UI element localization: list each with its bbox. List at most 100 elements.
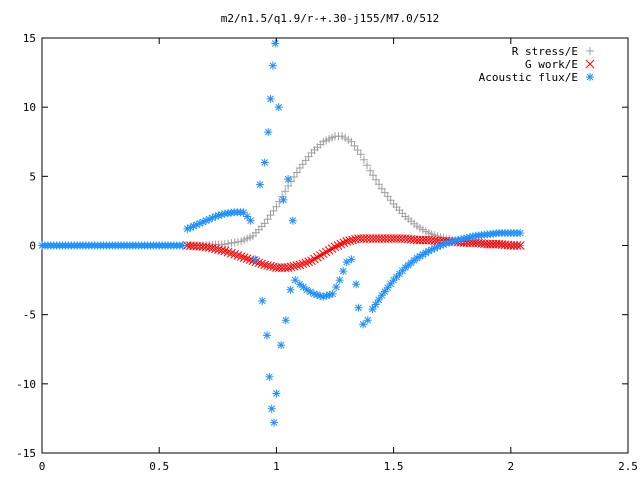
data-point: [342, 236, 352, 246]
data-point: [374, 295, 383, 304]
series-0: [183, 132, 525, 250]
legend-marker: [586, 47, 594, 55]
data-point: [224, 239, 233, 248]
data-point: [189, 222, 198, 231]
data-point: [359, 320, 368, 329]
y-tick-label: 5: [29, 170, 36, 183]
data-point: [319, 292, 328, 301]
data-point: [283, 263, 293, 272]
data-point: [359, 155, 368, 164]
x-tick-label: 2.5: [618, 460, 638, 473]
data-point: [217, 245, 227, 255]
data-point: [260, 158, 269, 167]
data-point: [220, 246, 230, 256]
data-point: [383, 283, 392, 292]
data-point: [377, 291, 386, 300]
data-point: [295, 280, 304, 289]
data-point: [217, 210, 226, 219]
data-point: [269, 206, 278, 215]
data-point: [439, 240, 448, 249]
data-point: [436, 241, 445, 250]
data-point: [266, 94, 275, 103]
data-point: [336, 239, 346, 249]
data-point: [227, 248, 236, 258]
data-point: [415, 252, 424, 261]
data-point: [421, 248, 430, 257]
data-point: [316, 291, 325, 300]
data-point: [389, 276, 398, 285]
data-point: [459, 234, 468, 243]
data-point: [516, 229, 525, 238]
data-point: [512, 241, 522, 250]
data-point: [352, 280, 361, 289]
series-2: [38, 39, 525, 427]
data-point: [413, 253, 422, 262]
data-point: [292, 261, 302, 270]
data-point: [430, 244, 439, 253]
data-point: [332, 283, 341, 291]
data-point: [260, 260, 270, 270]
data-point: [301, 258, 311, 268]
data-point: [268, 61, 277, 70]
data-point: [424, 247, 433, 256]
data-point: [260, 219, 269, 228]
x-tick-label: 2: [507, 460, 514, 473]
x-tick-label: 1: [273, 460, 280, 473]
data-point: [239, 253, 249, 262]
data-point: [270, 418, 279, 427]
data-point: [233, 251, 243, 260]
data-point: [265, 372, 274, 381]
data-point: [369, 171, 378, 180]
data-point: [506, 241, 516, 250]
y-tick-label: 0: [29, 240, 36, 253]
legend-label: Acoustic flux/E: [479, 71, 578, 84]
y-tick-label: -10: [16, 378, 36, 391]
data-point: [299, 283, 308, 291]
data-point: [233, 237, 242, 246]
data-point: [442, 239, 451, 248]
data-point: [205, 215, 214, 224]
data-point: [306, 287, 315, 296]
data-point: [214, 211, 223, 220]
data-point: [251, 255, 260, 264]
data-point: [330, 242, 340, 252]
data-point: [353, 146, 362, 155]
data-point: [192, 220, 201, 229]
data-point: [266, 261, 275, 271]
data-point: [289, 261, 299, 271]
legend-label: G work/E: [525, 58, 578, 71]
data-point: [380, 287, 389, 296]
data-point: [288, 216, 297, 225]
data-point: [284, 175, 293, 184]
data-point: [509, 241, 519, 250]
data-point: [279, 195, 288, 204]
data-point: [284, 182, 293, 191]
data-point: [363, 161, 372, 170]
data-point: [289, 173, 298, 182]
x-tick-label: 0.5: [149, 460, 169, 473]
data-point: [198, 217, 207, 226]
data-point: [347, 255, 356, 264]
data-point: [395, 269, 404, 278]
y-tick-label: -15: [16, 447, 36, 460]
y-tick-label: 15: [23, 32, 36, 45]
data-point: [286, 285, 295, 294]
data-point: [339, 267, 348, 276]
data-point: [286, 262, 296, 272]
data-point: [339, 238, 349, 248]
data-point: [322, 291, 331, 300]
data-point: [281, 316, 290, 325]
data-point: [183, 224, 192, 233]
data-point: [223, 247, 233, 257]
data-point: [246, 216, 255, 225]
data-point: [386, 279, 395, 288]
data-point: [272, 202, 281, 211]
data-point: [271, 39, 280, 48]
data-point: [427, 245, 436, 254]
data-point: [272, 389, 281, 398]
data-point: [186, 223, 195, 232]
data-point: [350, 141, 359, 150]
data-point: [333, 241, 343, 250]
